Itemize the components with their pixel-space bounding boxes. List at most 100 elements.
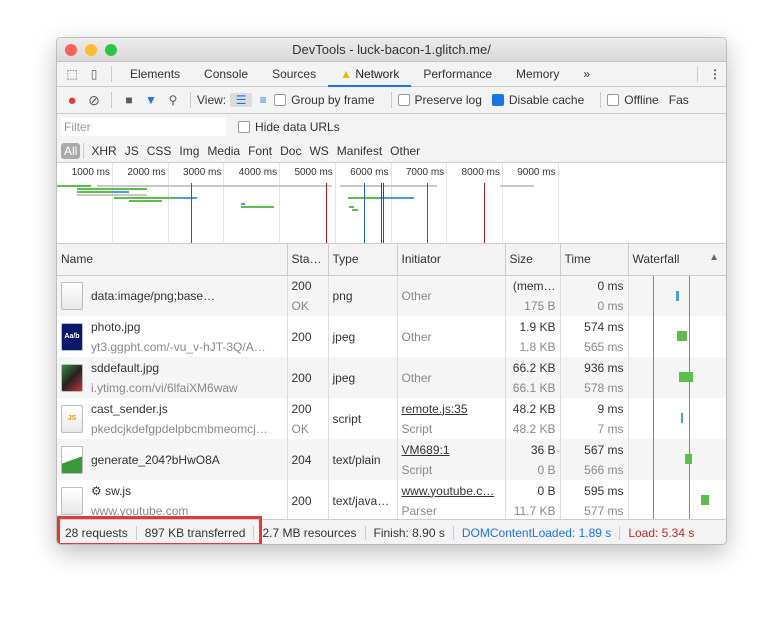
request-name: photo.jpg bbox=[91, 319, 141, 334]
disable-cache-checkbox[interactable]: Disable cache bbox=[491, 93, 584, 107]
dom-content-loaded-line bbox=[652, 275, 654, 316]
waterfall-view-icon[interactable]: ≡ bbox=[259, 93, 267, 107]
tab-console[interactable]: Console bbox=[204, 66, 249, 81]
divider bbox=[111, 92, 112, 108]
tab-memory[interactable]: Memory bbox=[516, 66, 560, 81]
overview-request-bar bbox=[79, 185, 82, 187]
type-media[interactable]: Media bbox=[207, 143, 241, 158]
filter-input[interactable]: Filter bbox=[61, 117, 226, 136]
divider bbox=[111, 66, 112, 82]
throttling-select[interactable]: Fas bbox=[668, 93, 689, 107]
divider bbox=[390, 92, 392, 108]
tab-performance[interactable]: Performance bbox=[423, 66, 493, 81]
overview-gridline bbox=[501, 163, 503, 243]
initiator-link[interactable]: www.youtube.c… bbox=[401, 483, 495, 498]
table-row[interactable]: JS cast_sender.js pkedcjkdefgpdelpbcmbmeom… bbox=[57, 398, 726, 439]
waterfall-cell bbox=[628, 316, 726, 357]
overview-request-bar bbox=[348, 197, 379, 199]
overview-request-bar bbox=[97, 185, 314, 187]
time-cell: 567 ms 566 ms bbox=[560, 439, 629, 480]
group-by-frame-checkbox[interactable]: Group by frame bbox=[274, 93, 375, 107]
table-row[interactable]: Aa/b photo.jpg yt3.ggpht.com/-vu_v-hJT-3Q/… bbox=[57, 316, 726, 357]
inspect-element-icon[interactable]: ⬚ bbox=[66, 67, 78, 81]
waterfall-cell bbox=[628, 480, 726, 521]
status-cell: 200 OK bbox=[287, 275, 329, 316]
request-name: sddefault.jpg bbox=[91, 360, 160, 375]
waterfall-cell bbox=[628, 275, 726, 316]
type-other[interactable]: Other bbox=[390, 143, 421, 158]
kebab-menu-icon[interactable]: ⋮ bbox=[709, 67, 721, 81]
more-tabs-button[interactable]: » bbox=[583, 66, 591, 81]
type-cell: png bbox=[328, 275, 398, 316]
column-time[interactable]: Time bbox=[560, 244, 629, 276]
column-initiator[interactable]: Initiator bbox=[397, 244, 506, 276]
preserve-log-checkbox[interactable]: Preserve log bbox=[397, 93, 482, 107]
type-xhr[interactable]: XHR bbox=[91, 143, 117, 158]
table-row[interactable]: ⚙ sw.js www.youtube.com 200 text/java… ww… bbox=[57, 480, 726, 521]
waterfall-bar bbox=[684, 454, 692, 464]
offline-checkbox[interactable]: Offline bbox=[607, 93, 659, 107]
minimize-button[interactable] bbox=[85, 44, 97, 56]
status-bar: 28 requests 897 KB transferred 2.7 MB re… bbox=[57, 519, 726, 544]
type-img[interactable]: Img bbox=[179, 143, 200, 158]
time-cell: 595 ms 577 ms bbox=[560, 480, 629, 521]
large-rows-view-icon[interactable]: ☰ bbox=[230, 93, 253, 107]
initiator-link[interactable]: remote.js:35 bbox=[401, 401, 468, 416]
load-line bbox=[688, 316, 690, 357]
load-line bbox=[688, 480, 690, 521]
tab-sources[interactable]: Sources bbox=[272, 66, 317, 81]
overview-event-line bbox=[326, 183, 327, 243]
overview-request-bar bbox=[178, 197, 197, 199]
overview-tick: 6000 ms bbox=[350, 167, 389, 178]
overview-tick: 7000 ms bbox=[405, 167, 445, 178]
network-toolbar: ● ⊘ ■ ▼ ⚲ View: ☰ ≡ Group by frame Prese… bbox=[57, 87, 726, 114]
tab-network[interactable]: ▲ Network bbox=[328, 62, 412, 87]
type-font[interactable]: Font bbox=[248, 143, 273, 158]
time-cell: 0 ms 0 ms bbox=[560, 275, 629, 316]
initiator-link[interactable]: VM689:1 bbox=[401, 442, 450, 457]
size-cell: 1.9 KB 1.8 KB bbox=[505, 316, 561, 357]
request-name: cast_sender.js bbox=[91, 401, 168, 416]
divider bbox=[697, 66, 698, 82]
file-thumbnail-icon bbox=[61, 445, 83, 474]
tab-elements[interactable]: Elements bbox=[130, 66, 181, 81]
type-js[interactable]: JS bbox=[124, 143, 139, 158]
type-cell: text/java… bbox=[328, 480, 398, 521]
request-name: sw.js bbox=[105, 483, 132, 498]
device-toolbar-icon[interactable]: ▯ bbox=[90, 67, 98, 81]
column-type[interactable]: Type bbox=[328, 244, 398, 276]
maximize-button[interactable] bbox=[105, 44, 117, 56]
column-status[interactable]: Sta… bbox=[287, 244, 329, 276]
type-manifest[interactable]: Manifest bbox=[336, 143, 383, 158]
type-all[interactable]: All bbox=[61, 142, 81, 159]
search-icon[interactable]: ⚲ bbox=[168, 93, 178, 107]
transferred-size: 897 KB transferred bbox=[137, 526, 255, 540]
overview-gridline bbox=[390, 163, 392, 243]
type-cell: script bbox=[328, 398, 398, 439]
table-row[interactable]: generate_204?bHwO8A 204 text/plain VM689… bbox=[57, 439, 726, 480]
file-thumbnail-icon bbox=[61, 363, 83, 392]
highlight-box bbox=[57, 516, 262, 544]
table-row[interactable]: sddefault.jpg i.ytimg.com/vi/6lfaiXM6waw … bbox=[57, 357, 726, 398]
type-doc[interactable]: Doc bbox=[280, 143, 302, 158]
type-css[interactable]: CSS bbox=[146, 143, 172, 158]
network-overview[interactable]: 1000 ms 2000 ms 3000 ms 4000 ms 5000 ms 6000 … bbox=[57, 163, 726, 244]
column-waterfall[interactable]: Waterfall ▲ bbox=[628, 244, 726, 276]
hide-data-urls-checkbox[interactable]: Hide data URLs bbox=[238, 120, 340, 134]
file-thumbnail-icon bbox=[61, 486, 83, 515]
close-button[interactable] bbox=[65, 44, 77, 56]
screenshot-camera-icon[interactable]: ■ bbox=[125, 93, 133, 107]
column-size[interactable]: Size bbox=[505, 244, 561, 276]
clear-icon[interactable]: ⊘ bbox=[88, 91, 100, 108]
dom-content-loaded-time: DOMContentLoaded: 1.89 s bbox=[454, 526, 621, 540]
overview-request-bar bbox=[241, 203, 245, 205]
type-ws[interactable]: WS bbox=[309, 143, 329, 158]
size-cell: 66.2 KB 66.1 KB bbox=[505, 357, 561, 398]
filter-icon[interactable]: ▼ bbox=[145, 93, 157, 107]
record-icon[interactable]: ● bbox=[67, 91, 77, 109]
overview-tick: 1000 ms bbox=[71, 167, 110, 178]
table-row[interactable]: data:image/png;base… 200 OK png Other (me… bbox=[57, 275, 726, 316]
request-url: yt3.ggpht.com/-vu_v-hJT-3Q/A… bbox=[91, 339, 266, 354]
initiator-link: Other bbox=[401, 288, 432, 303]
column-name[interactable]: Name bbox=[57, 244, 288, 276]
